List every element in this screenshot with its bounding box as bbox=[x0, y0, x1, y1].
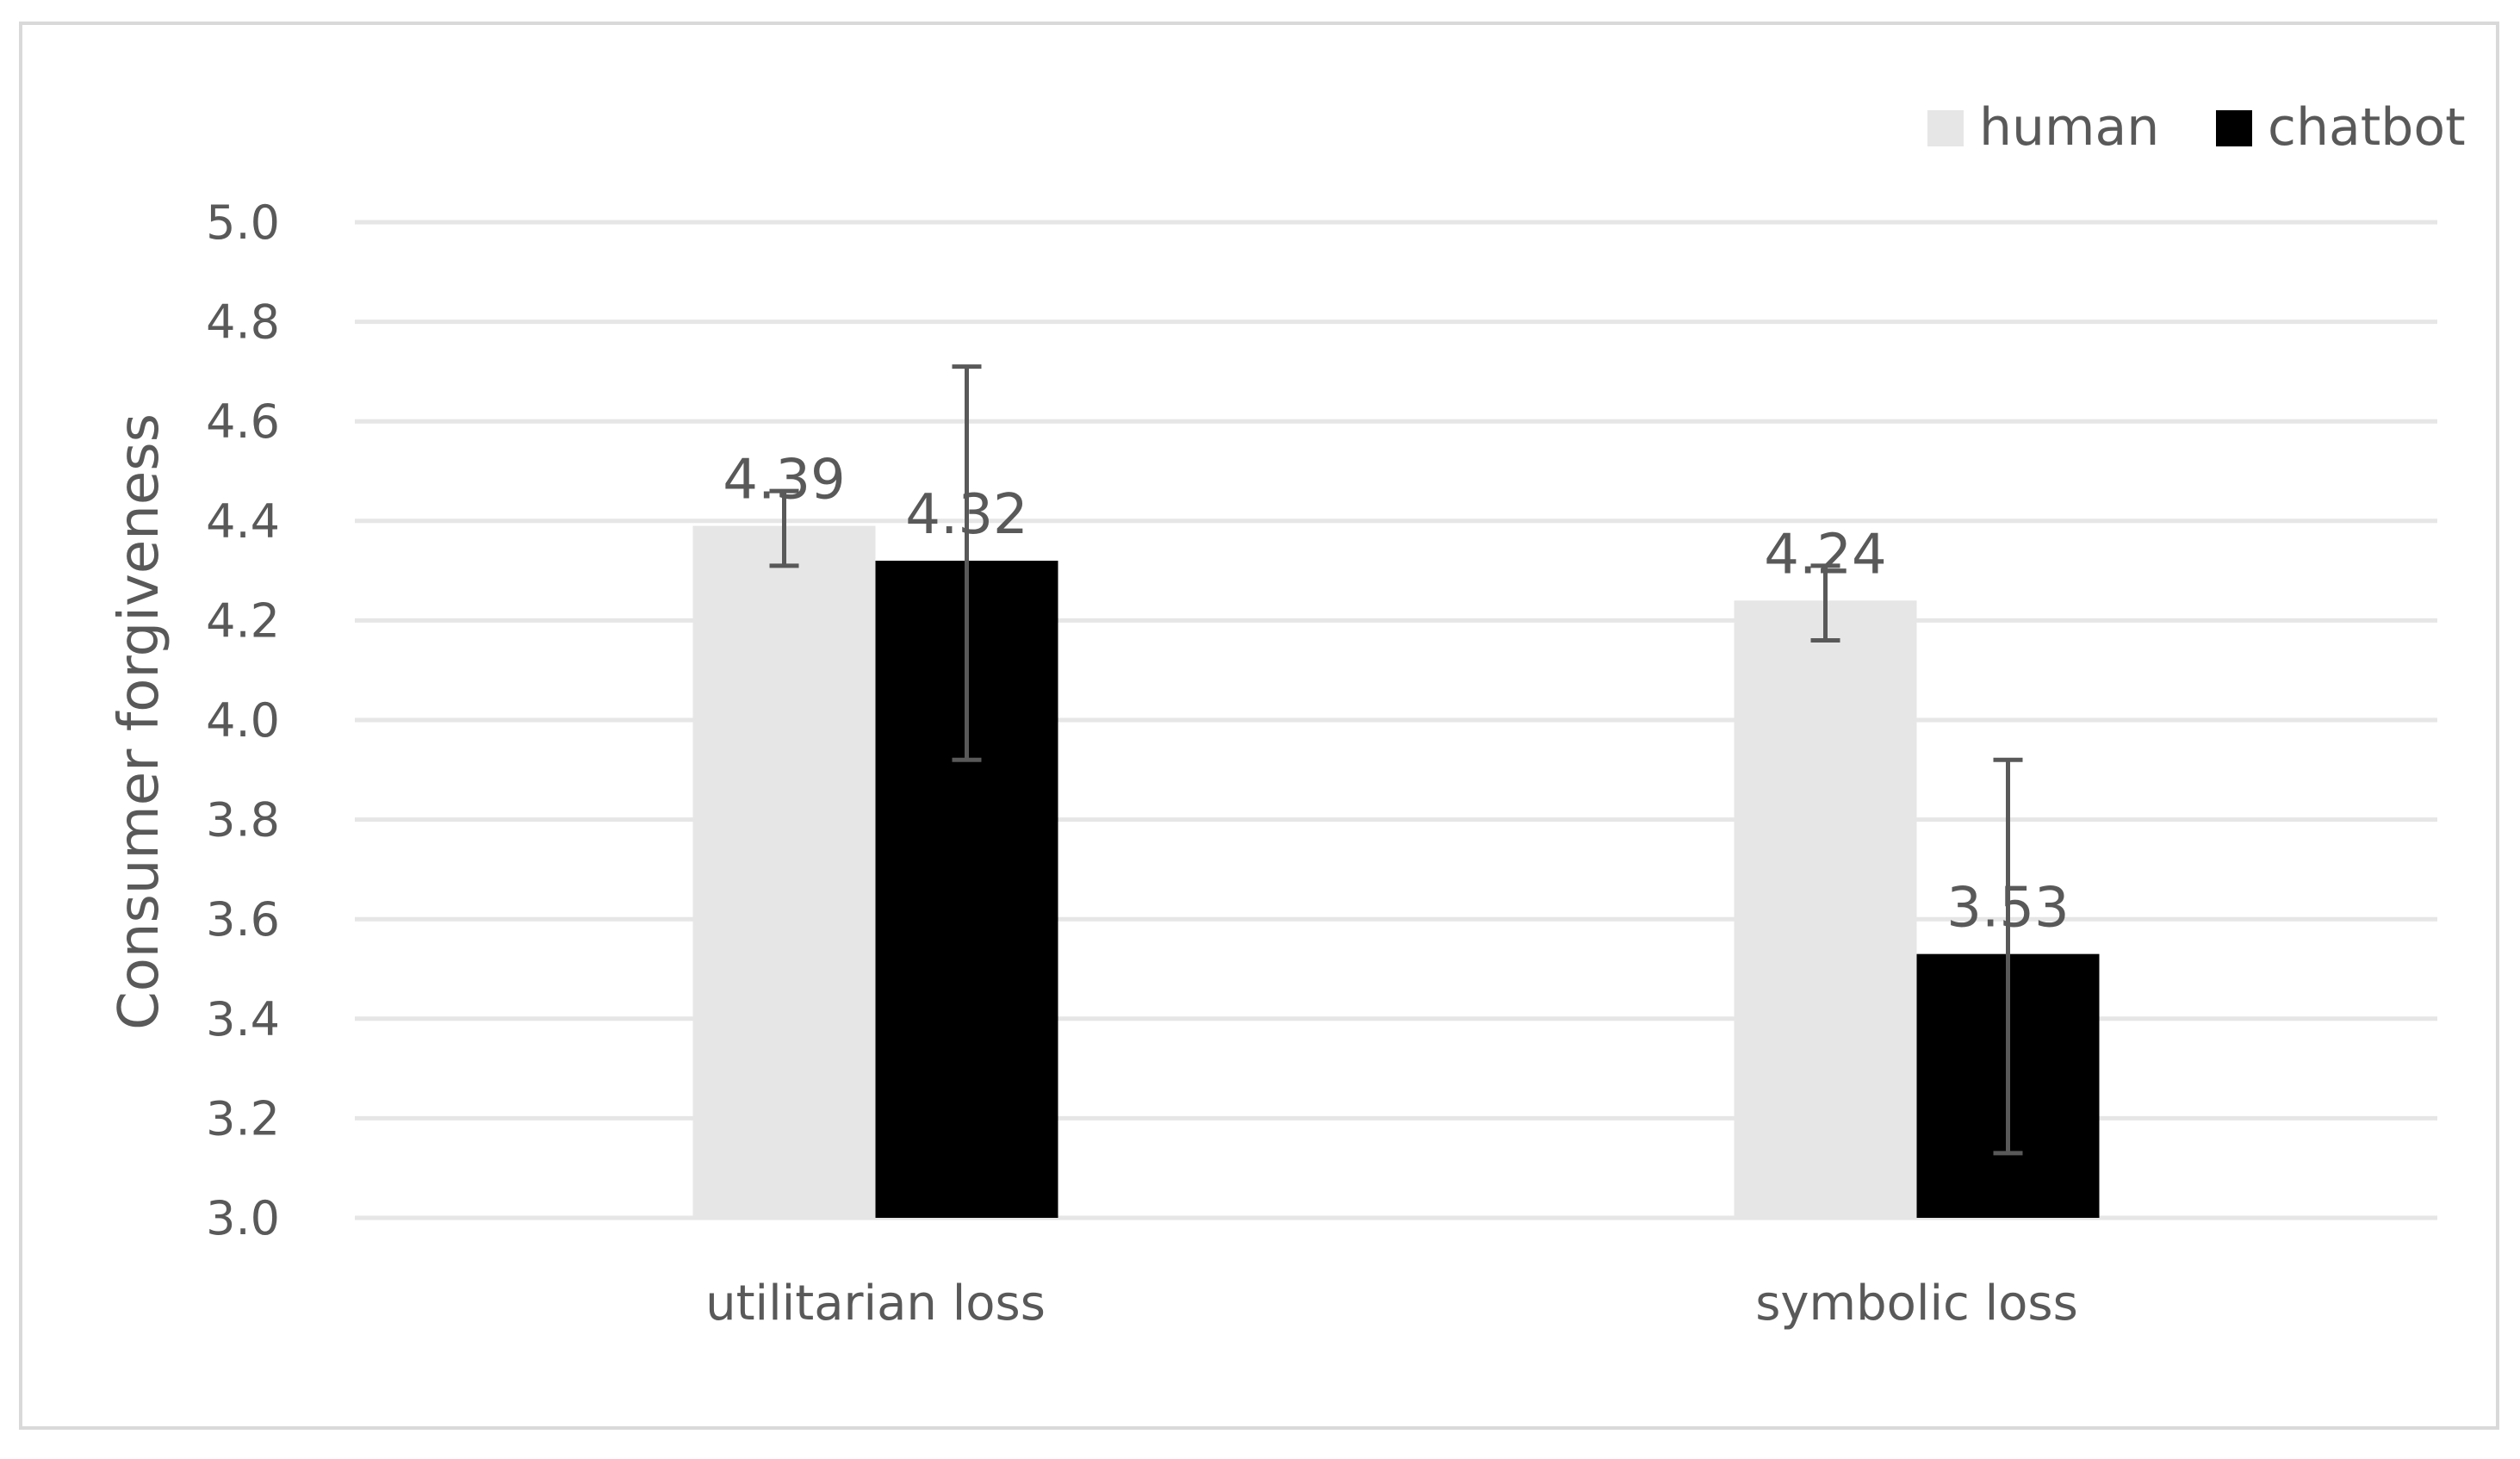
y-tick-label: 4.6 bbox=[206, 394, 280, 449]
y-axis-ticks: 3.0 3.2 3.4 3.6 3.8 4.0 4.2 4.4 4.6 4.8 5.0 bbox=[206, 196, 280, 1245]
data-label: 3.53 bbox=[1946, 877, 2070, 941]
y-tick-label: 3.2 bbox=[206, 1091, 280, 1145]
y-tick-label: 4.8 bbox=[206, 295, 280, 350]
y-tick-label: 3.0 bbox=[206, 1191, 280, 1245]
bar-human bbox=[1734, 600, 1917, 1218]
legend-label-human: human bbox=[1979, 97, 2159, 158]
legend: human chatbot bbox=[1927, 97, 2466, 158]
y-tick-label: 3.6 bbox=[206, 892, 280, 947]
bars bbox=[692, 525, 2100, 1218]
legend-swatch-human bbox=[1927, 110, 1964, 146]
x-axis-categories: utilitarian loss symbolic loss bbox=[705, 1276, 2078, 1332]
x-category-label: utilitarian loss bbox=[705, 1276, 1046, 1332]
legend-label-chatbot: chatbot bbox=[2268, 97, 2466, 158]
y-tick-label: 4.0 bbox=[206, 693, 280, 748]
data-label: 4.24 bbox=[1764, 523, 1887, 587]
y-tick-label: 4.2 bbox=[206, 593, 280, 648]
y-tick-label: 4.4 bbox=[206, 494, 280, 549]
y-tick-label: 3.8 bbox=[206, 793, 280, 847]
data-label: 4.32 bbox=[905, 483, 1028, 547]
y-tick-label: 3.4 bbox=[206, 992, 280, 1046]
gridlines bbox=[355, 220, 2437, 1220]
bar-human bbox=[692, 525, 876, 1218]
y-tick-label: 5.0 bbox=[206, 196, 280, 250]
legend-swatch-chatbot bbox=[2216, 110, 2252, 146]
data-labels: 4.39 4.32 4.24 3.53 bbox=[723, 449, 2070, 941]
x-category-label: symbolic loss bbox=[1755, 1276, 2078, 1332]
error-bars bbox=[769, 364, 2023, 1156]
data-label: 4.39 bbox=[723, 449, 846, 512]
y-axis-title: Consumer forgiveness bbox=[108, 413, 171, 1030]
